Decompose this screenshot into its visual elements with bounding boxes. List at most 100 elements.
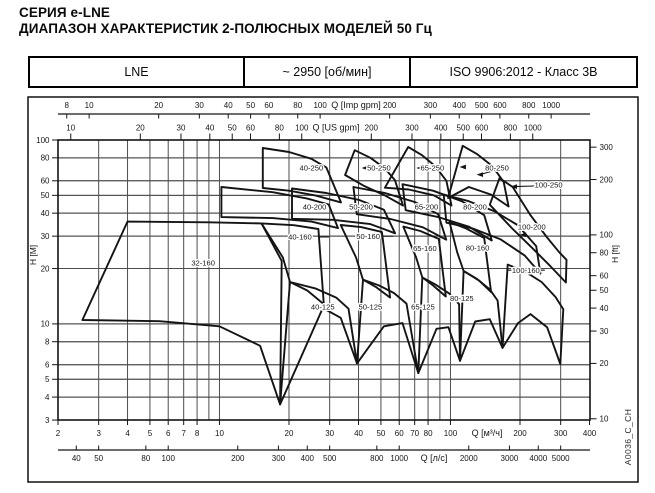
us-gpm-tick-label: 100 (295, 124, 309, 133)
leader-arrowhead (519, 232, 527, 238)
region-label-40-250: 40-250 (300, 164, 324, 173)
chart-frame (27, 96, 639, 483)
h-m-tick-label: 3 (45, 416, 50, 425)
h-m-tick-label: 6 (45, 360, 50, 369)
spec-table: LNE ~ 2950 [об/мин] ISO 9906:2012 - Клас… (28, 56, 638, 88)
m3h-tick-label: 2 (56, 429, 61, 438)
us-gpm-tick-label: 10 (66, 124, 75, 133)
spec-speed-cell: ~ 2950 [об/мин] (243, 58, 409, 86)
region-label-50-160: 50-160 (356, 232, 380, 241)
ls-tick-label: 5000 (552, 454, 570, 463)
envelope-50-250 (344, 149, 404, 207)
ls-tick-label: 200 (231, 454, 245, 463)
us-gpm-tick-label: 20 (136, 124, 145, 133)
imp-gpm-tick-label: 40 (224, 101, 233, 110)
envelope-40-200 (220, 186, 339, 230)
imp-gpm-tick-label: 10 (85, 101, 94, 110)
leader-arrowhead (476, 172, 484, 178)
us-gpm-tick-label: 50 (228, 124, 237, 133)
imp-gpm-tick-label: 600 (493, 101, 507, 110)
ls-tick-label: 80 (141, 454, 150, 463)
us-gpm-tick-label: 80 (275, 124, 284, 133)
h-ft-tick-label: 10 (600, 415, 609, 424)
leader-arrowhead (361, 165, 369, 171)
h-ft-axis-label: H [ft] (610, 245, 620, 263)
envelope-100-200 (442, 193, 542, 275)
region-label-65-250: 65-250 (421, 164, 445, 173)
imp-gpm-tick-label: 300 (424, 101, 438, 110)
envelope-80-160 (448, 221, 493, 294)
us-gpm-tick-label: 60 (246, 124, 255, 133)
h-m-tick-label: 20 (41, 264, 50, 273)
envelope-65-200 (352, 186, 448, 241)
us-gpm-tick-label: 800 (504, 124, 518, 133)
watermark-id: A0036_C_CH (623, 409, 633, 465)
h-m-tick-label: 4 (45, 393, 50, 402)
us-gpm-axis-label: Q [US gpm] (312, 123, 359, 133)
region-label-65-125: 65-125 (411, 302, 435, 311)
leader-arrowhead (416, 165, 423, 171)
m3h-tick-label: 80 (424, 429, 433, 438)
label-leader-line (514, 185, 540, 188)
envelope-80-125 (459, 270, 504, 362)
us-gpm-tick-label: 1000 (524, 124, 542, 133)
m3h-tick-label: 400 (583, 429, 597, 438)
us-gpm-tick-label: 300 (405, 124, 419, 133)
leader-arrowhead (510, 184, 517, 189)
imp-gpm-tick-label: 400 (453, 101, 467, 110)
m3h-tick-label: 3 (96, 429, 101, 438)
m3h-tick-label: 30 (325, 429, 334, 438)
ls-tick-label: 1000 (390, 454, 408, 463)
h-ft-tick-label: 300 (600, 143, 614, 152)
ls-tick-label: 300 (272, 454, 286, 463)
envelope-40-250 (261, 147, 342, 204)
m3h-tick-label: 5 (148, 429, 153, 438)
h-ft-tick-label: 40 (600, 304, 609, 313)
m3h-tick-label: 7 (181, 429, 186, 438)
h-ft-tick-label: 60 (600, 271, 609, 280)
spec-standard-cell: ISO 9906:2012 - Класс 3В (409, 58, 636, 86)
region-label-80-250: 80-250 (485, 164, 509, 173)
h-m-tick-label: 30 (41, 232, 50, 241)
imp-gpm-tick-label: 20 (154, 101, 163, 110)
h-m-tick-label: 10 (41, 320, 50, 329)
m3h-tick-label: 50 (376, 429, 385, 438)
envelope-65-250 (383, 146, 453, 207)
us-gpm-tick-label: 40 (205, 124, 214, 133)
ls-axis-label: Q [л/с] (421, 453, 448, 463)
region-label-80-200: 80-200 (463, 203, 487, 212)
imp-gpm-tick-label: 60 (264, 101, 273, 110)
us-gpm-tick-label: 200 (365, 124, 379, 133)
ls-tick-label: 4000 (529, 454, 547, 463)
title-range: ДИАПАЗОН ХАРАКТЕРИСТИК 2-ПОЛЮСНЫХ МОДЕЛЕ… (19, 21, 432, 36)
h-m-tick-label: 50 (41, 191, 50, 200)
m3h-tick-label: 4 (125, 429, 130, 438)
region-label-65-200: 65-200 (415, 203, 439, 212)
h-ft-tick-label: 100 (600, 231, 614, 240)
h-m-axis-label: H [М] (28, 245, 38, 265)
region-label-40-160: 40-160 (288, 233, 312, 242)
m3h-tick-label: 300 (554, 429, 568, 438)
us-gpm-tick-label: 600 (475, 124, 489, 133)
region-label-40-200: 40-200 (303, 203, 327, 212)
title-series: СЕРИЯ e-LNE (19, 5, 111, 20)
h-ft-tick-label: 20 (600, 359, 609, 368)
envelope-50-125 (356, 278, 420, 375)
ls-tick-label: 2000 (460, 454, 478, 463)
imp-gpm-tick-label: 30 (195, 101, 204, 110)
envelope-100-250 (488, 177, 568, 284)
document-title: СЕРИЯ e-LNE ДИАПАЗОН ХАРАКТЕРИСТИК 2-ПОЛ… (19, 5, 432, 37)
imp-gpm-tick-label: 800 (522, 101, 536, 110)
ls-tick-label: 500 (323, 454, 337, 463)
region-label-40-125: 40-125 (311, 302, 335, 311)
envelope-50-200 (291, 187, 397, 235)
envelope-32-160 (81, 220, 283, 406)
envelope-40-125 (279, 281, 358, 406)
imp-gpm-tick-label: 500 (475, 101, 489, 110)
m3h-tick-label: 10 (215, 429, 224, 438)
region-label-50-250: 50-250 (367, 164, 391, 173)
m3h-tick-label: 70 (410, 429, 419, 438)
h-m-tick-label: 40 (41, 209, 50, 218)
